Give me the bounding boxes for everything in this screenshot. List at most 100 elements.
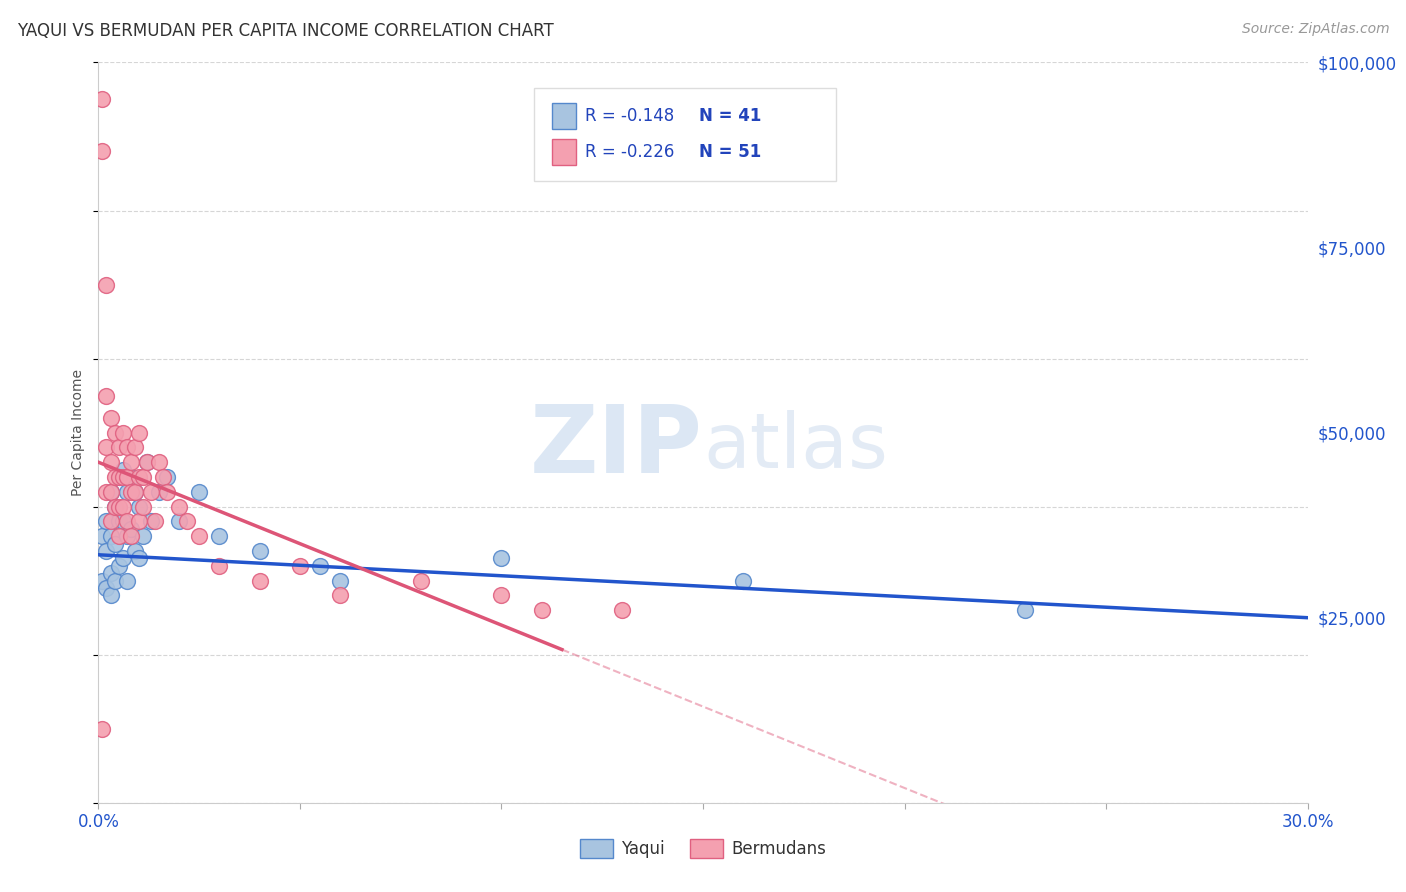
Point — [135, 455, 157, 469]
Point — [176, 515, 198, 529]
Point — [100, 410, 122, 425]
Point — [530, 603, 553, 617]
Point — [128, 470, 150, 484]
Point — [111, 515, 134, 529]
Point — [120, 484, 142, 499]
Point — [309, 558, 332, 573]
Point — [91, 574, 114, 588]
Point — [100, 455, 122, 469]
Point — [156, 484, 179, 499]
Point — [288, 558, 311, 573]
Point — [135, 455, 157, 469]
Point — [188, 529, 211, 543]
Point — [148, 484, 170, 499]
Point — [132, 500, 155, 514]
Point — [115, 529, 138, 543]
Text: YAQUI VS BERMUDAN PER CAPITA INCOME CORRELATION CHART: YAQUI VS BERMUDAN PER CAPITA INCOME CORR… — [17, 22, 554, 40]
Point — [167, 500, 190, 514]
Point — [115, 574, 138, 588]
Point — [96, 388, 118, 402]
Point — [107, 558, 129, 573]
Point — [120, 455, 142, 469]
Point — [329, 589, 352, 603]
Text: atlas: atlas — [703, 410, 887, 484]
Point — [100, 515, 122, 529]
Bar — [551, 138, 576, 165]
Point — [132, 529, 155, 543]
Text: R = -0.148: R = -0.148 — [585, 107, 673, 125]
Point — [100, 566, 122, 581]
Text: N = 41: N = 41 — [699, 107, 762, 125]
Point — [124, 484, 146, 499]
Point — [103, 536, 125, 550]
Point — [107, 470, 129, 484]
Point — [124, 484, 146, 499]
Point — [491, 589, 513, 603]
Point — [107, 515, 129, 529]
Bar — [551, 103, 576, 129]
Point — [120, 522, 142, 536]
Text: ZIP: ZIP — [530, 401, 703, 493]
Point — [100, 484, 122, 499]
Point — [188, 484, 211, 499]
Point — [139, 515, 162, 529]
Point — [111, 500, 134, 514]
Point — [91, 722, 114, 736]
Point — [733, 574, 755, 588]
Point — [132, 470, 155, 484]
Point — [167, 515, 190, 529]
Point — [143, 515, 166, 529]
Point — [107, 441, 129, 455]
Point — [107, 500, 129, 514]
Point — [491, 551, 513, 566]
Point — [115, 470, 138, 484]
Point — [103, 425, 125, 440]
Text: R = -0.226: R = -0.226 — [585, 143, 673, 161]
Point — [100, 529, 122, 543]
Point — [152, 470, 174, 484]
Point — [111, 551, 134, 566]
Point — [111, 462, 134, 476]
Point — [103, 500, 125, 514]
FancyBboxPatch shape — [534, 88, 837, 181]
Point — [115, 441, 138, 455]
Point — [111, 425, 134, 440]
Point — [107, 470, 129, 484]
Point — [103, 500, 125, 514]
Point — [96, 515, 118, 529]
Point — [139, 484, 162, 499]
Point — [329, 574, 352, 588]
Point — [249, 544, 271, 558]
Point — [148, 455, 170, 469]
Legend: Yaqui, Bermudans: Yaqui, Bermudans — [572, 832, 834, 865]
Point — [124, 544, 146, 558]
Y-axis label: Per Capita Income: Per Capita Income — [72, 369, 86, 496]
Point — [120, 470, 142, 484]
Point — [1014, 603, 1036, 617]
Point — [96, 277, 118, 292]
Point — [128, 425, 150, 440]
Point — [128, 551, 150, 566]
Point — [409, 574, 432, 588]
Point — [91, 145, 114, 159]
Point — [96, 581, 118, 595]
Point — [128, 515, 150, 529]
Text: Source: ZipAtlas.com: Source: ZipAtlas.com — [1241, 22, 1389, 37]
Point — [107, 529, 129, 543]
Point — [115, 484, 138, 499]
Point — [249, 574, 271, 588]
Point — [91, 92, 114, 106]
Point — [128, 500, 150, 514]
Text: N = 51: N = 51 — [699, 143, 762, 161]
Point — [96, 441, 118, 455]
Point — [111, 470, 134, 484]
Point — [612, 603, 634, 617]
Point — [100, 484, 122, 499]
Point — [156, 470, 179, 484]
Point — [115, 515, 138, 529]
Point — [96, 544, 118, 558]
Point — [124, 441, 146, 455]
Point — [103, 470, 125, 484]
Point — [208, 529, 231, 543]
Point — [208, 558, 231, 573]
